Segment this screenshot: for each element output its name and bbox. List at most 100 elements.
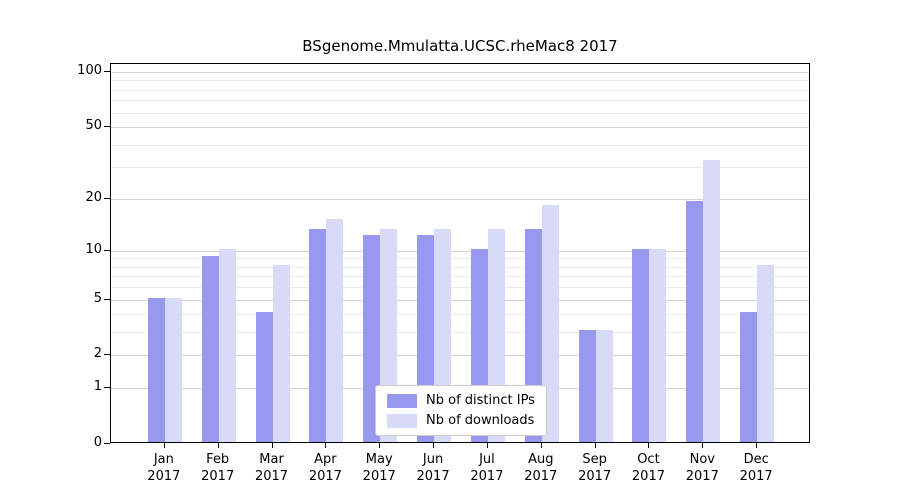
y-tick-mark xyxy=(104,387,110,389)
legend-item-downloads: Nb of downloads xyxy=(387,413,535,428)
x-tick-year: 2017 xyxy=(470,469,504,484)
y-tick-mark xyxy=(104,197,110,199)
x-tick-label: Jun 2017 xyxy=(401,451,465,485)
plot-area: Nb of distinct IPs Nb of downloads xyxy=(110,63,810,443)
legend-swatch-distinct-ips xyxy=(387,393,417,408)
bar-distinct-ips xyxy=(686,200,704,442)
x-tick-mark xyxy=(379,443,381,448)
bar-downloads xyxy=(218,248,236,442)
y-tick-label: 10 xyxy=(85,241,102,257)
y-tick-label: 50 xyxy=(85,118,102,134)
y-tick-mark xyxy=(104,126,110,128)
x-tick-label: Sep 2017 xyxy=(563,451,627,485)
x-tick-year: 2017 xyxy=(739,469,773,484)
x-tick-year: 2017 xyxy=(308,469,342,484)
legend-swatch-downloads xyxy=(387,413,417,428)
bar-distinct-ips xyxy=(578,330,596,442)
minor-gridline xyxy=(111,314,809,316)
x-tick-label: Oct 2017 xyxy=(616,451,680,485)
bar-distinct-ips xyxy=(201,256,219,442)
y-tick-label: 0 xyxy=(93,435,102,450)
minor-gridline xyxy=(111,80,809,82)
bar-downloads xyxy=(649,248,667,442)
major-gridline xyxy=(111,127,809,129)
bar-distinct-ips xyxy=(255,312,273,442)
bar-downloads xyxy=(757,264,775,442)
x-tick-month: Jul xyxy=(479,452,495,467)
major-gridline xyxy=(111,299,809,301)
minor-gridline xyxy=(111,100,809,102)
bar-downloads xyxy=(703,160,721,442)
legend-label-distinct-ips: Nb of distinct IPs xyxy=(426,393,535,408)
y-tick-label: 1 xyxy=(93,379,102,395)
x-tick-month: Apr xyxy=(314,452,337,467)
x-tick-label: Jan 2017 xyxy=(132,451,196,485)
bar-distinct-ips xyxy=(147,297,165,442)
x-tick-label: Aug 2017 xyxy=(509,451,573,485)
y-tick-label: 100 xyxy=(77,63,102,78)
x-tick-mark xyxy=(594,443,596,448)
bar-downloads xyxy=(595,330,613,442)
x-tick-year: 2017 xyxy=(685,469,719,484)
major-gridline xyxy=(111,198,809,200)
minor-gridline xyxy=(111,258,809,260)
x-tick-month: Mar xyxy=(259,452,284,467)
major-gridline xyxy=(111,72,809,73)
x-tick-month: Nov xyxy=(689,452,715,467)
y-tick-label: 5 xyxy=(93,290,102,306)
x-tick-mark xyxy=(433,443,435,448)
y-tick-mark xyxy=(104,71,110,72)
x-tick-year: 2017 xyxy=(416,469,450,484)
y-tick-mark xyxy=(104,298,110,300)
x-tick-label: Nov 2017 xyxy=(670,451,734,485)
x-tick-month: Jun xyxy=(422,452,444,467)
x-tick-mark xyxy=(648,443,650,448)
x-tick-mark xyxy=(271,443,273,448)
x-tick-month: Jan xyxy=(153,452,174,467)
x-tick-year: 2017 xyxy=(578,469,612,484)
x-tick-month: Oct xyxy=(637,452,660,467)
bar-downloads xyxy=(164,297,182,442)
y-tick-label: 2 xyxy=(93,346,102,362)
x-tick-month: May xyxy=(365,452,393,467)
x-tick-mark xyxy=(163,443,165,448)
minor-gridline xyxy=(111,144,809,146)
minor-gridline xyxy=(111,167,809,169)
x-tick-month: Sep xyxy=(582,452,607,467)
y-tick-mark xyxy=(104,443,110,444)
legend: Nb of distinct IPs Nb of downloads xyxy=(375,385,547,436)
bar-downloads xyxy=(326,218,344,442)
chart-title: BSgenome.Mmulatta.UCSC.rheMac8 2017 xyxy=(302,37,618,55)
bar-distinct-ips xyxy=(632,248,650,442)
x-tick-label: Apr 2017 xyxy=(293,451,357,485)
x-tick-mark xyxy=(486,443,488,448)
x-tick-label: Mar 2017 xyxy=(240,451,304,485)
x-tick-year: 2017 xyxy=(524,469,558,484)
minor-gridline xyxy=(111,89,809,91)
minor-gridline xyxy=(111,266,809,268)
minor-gridline xyxy=(111,332,809,334)
x-tick-label: Dec 2017 xyxy=(724,451,788,485)
x-tick-year: 2017 xyxy=(201,469,235,484)
y-tick-mark xyxy=(104,249,110,251)
bar-distinct-ips xyxy=(309,229,327,442)
x-tick-mark xyxy=(325,443,327,448)
x-tick-mark xyxy=(756,443,758,448)
bar-distinct-ips xyxy=(740,312,758,442)
x-tick-month: Dec xyxy=(743,452,769,467)
bar-downloads xyxy=(272,264,290,442)
x-tick-year: 2017 xyxy=(254,469,289,484)
y-tick-mark xyxy=(104,354,110,356)
minor-gridline xyxy=(111,276,809,278)
x-tick-mark xyxy=(702,443,704,448)
x-tick-label: May 2017 xyxy=(347,451,411,485)
bar-downloads xyxy=(541,204,559,442)
x-tick-label: Jul 2017 xyxy=(455,451,519,485)
x-tick-year: 2017 xyxy=(631,469,665,484)
y-tick-label: 20 xyxy=(85,189,102,205)
major-gridline xyxy=(111,250,809,252)
minor-gridline xyxy=(111,287,809,289)
x-tick-year: 2017 xyxy=(147,469,181,484)
x-tick-label: Feb 2017 xyxy=(186,451,250,485)
